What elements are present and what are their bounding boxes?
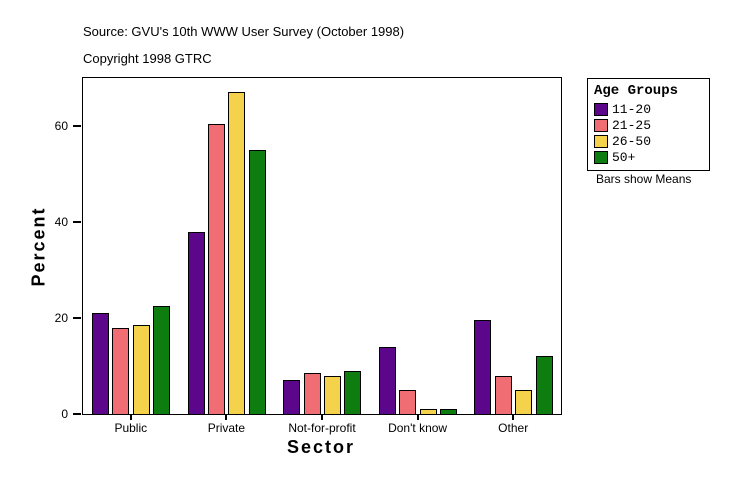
bar-public-11-20	[92, 313, 109, 414]
bar-not-for-profit-21-25	[303, 373, 321, 414]
bar-don-t-know-21-25	[399, 390, 417, 414]
bar-public-21-25	[112, 327, 130, 414]
legend-swatch-icon	[594, 134, 608, 148]
plot-area	[82, 77, 562, 415]
legend-item-label: 50+	[612, 149, 636, 165]
legend-item-label: 21-25	[612, 117, 652, 133]
x-tick-label-private: Private	[207, 421, 246, 435]
x-tick-mark	[129, 414, 132, 420]
legend-item-50+: 50+	[594, 149, 706, 165]
bar-other-11-20	[474, 320, 492, 414]
bar-don-t-know-50+	[440, 409, 457, 414]
bar-other-21-25	[494, 375, 512, 414]
bar-public-26-50	[132, 325, 150, 414]
bar-other-26-50	[515, 390, 533, 414]
y-tick-mark	[73, 221, 81, 223]
y-tick-label: 20	[54, 311, 68, 325]
legend-swatch-icon	[594, 150, 608, 164]
source-text: Source: GVU's 10th WWW User Survey (Octo…	[83, 24, 405, 39]
legend-title: Age Groups	[594, 83, 679, 99]
legend-note: Bars show Means	[596, 172, 692, 186]
bar-private-50+	[248, 150, 266, 414]
legend-item-label: 26-50	[612, 133, 652, 149]
y-tick-label: 40	[54, 215, 68, 229]
x-tick-label-other: Other	[498, 421, 529, 435]
legend-item-11-20: 11-20	[594, 101, 706, 117]
x-tick-label-public: Public	[114, 421, 148, 435]
bar-private-11-20	[187, 231, 205, 414]
bar-public-50+	[153, 306, 171, 414]
x-axis-title: Sector	[286, 437, 356, 457]
x-tick-label-not-for-profit: Not-for-profit	[288, 421, 356, 435]
x-tick-mark	[225, 414, 228, 420]
x-tick-mark	[416, 414, 419, 420]
y-tick-mark	[73, 317, 81, 319]
bar-not-for-profit-11-20	[283, 380, 301, 414]
bar-private-21-25	[208, 123, 225, 414]
bar-private-26-50	[228, 92, 246, 414]
y-tick-label: 60	[54, 119, 68, 133]
bar-other-50+	[535, 356, 553, 414]
y-axis-title: Percent	[28, 206, 49, 287]
bar-don-t-know-26-50	[419, 409, 437, 414]
legend-items: 11-20 21-25 26-50 50+	[594, 101, 706, 165]
legend-swatch-icon	[594, 102, 608, 116]
y-tick-mark	[73, 125, 81, 127]
legend-item-label: 11-20	[612, 101, 652, 117]
bar-not-for-profit-26-50	[324, 375, 341, 414]
x-tick-mark	[512, 414, 515, 420]
bar-not-for-profit-50+	[344, 370, 362, 414]
y-tick-label: 0	[61, 407, 68, 421]
x-tick-label-don-t-know: Don't know	[388, 421, 448, 435]
y-tick-mark	[73, 413, 81, 415]
bar-don-t-know-11-20	[378, 346, 396, 414]
copyright-text: Copyright 1998 GTRC	[83, 51, 212, 66]
legend-item-26-50: 26-50	[594, 133, 706, 149]
legend-box: Age Groups 11-20 21-25 26-50 50+	[587, 78, 710, 171]
x-tick-mark	[321, 414, 323, 420]
legend-item-21-25: 21-25	[594, 117, 706, 133]
legend-swatch-icon	[594, 118, 608, 132]
